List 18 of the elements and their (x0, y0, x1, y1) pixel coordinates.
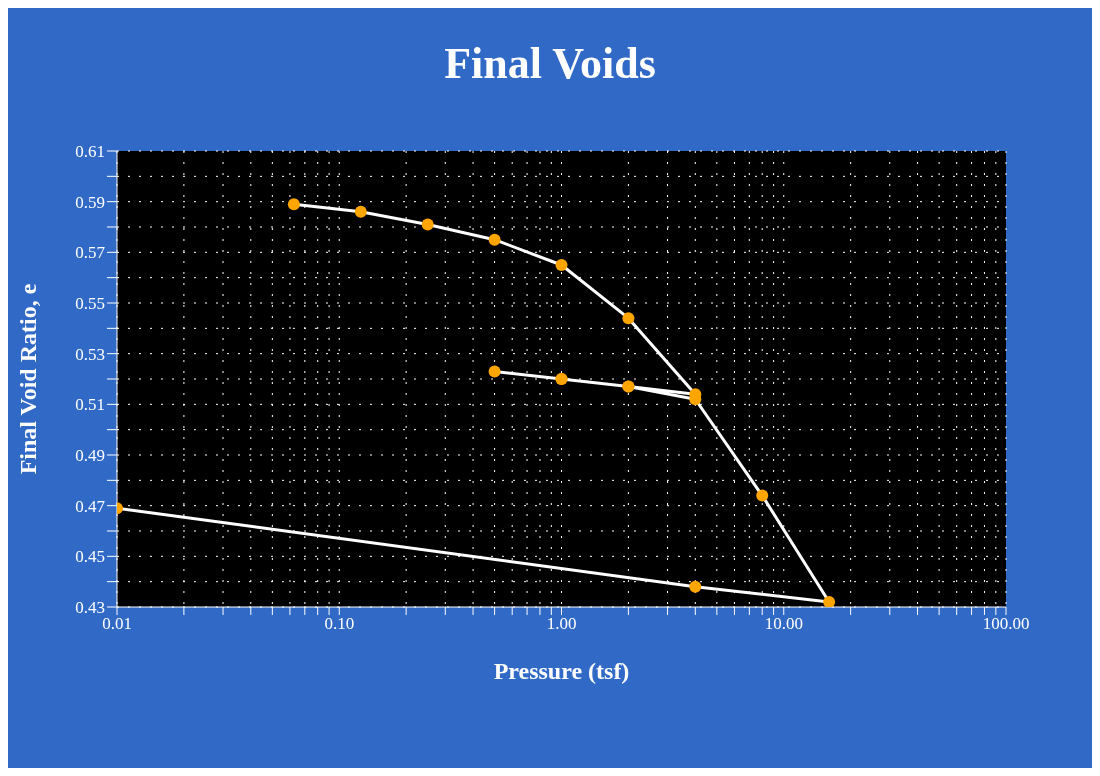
y-tick-label: 0.47 (75, 496, 106, 516)
y-axis-title: Final Void Ratio, e (14, 283, 41, 475)
y-tick-label: 0.61 (75, 142, 105, 162)
y-tick-label: 0.45 (75, 547, 105, 567)
x-tick-label: 100.00 (982, 614, 1030, 634)
y-tick-label: 0.55 (75, 294, 105, 314)
x-tick-label: 1.00 (546, 614, 577, 634)
x-tick-label: 0.10 (324, 614, 355, 634)
y-tick-label: 0.59 (75, 192, 105, 212)
x-tick-label: 10.00 (764, 614, 803, 634)
y-tick-label: 0.51 (75, 395, 105, 415)
x-tick-label: 0.01 (102, 614, 132, 634)
y-tick-label: 0.57 (75, 243, 106, 263)
chart-title: Final Voids (443, 38, 657, 89)
y-tick-label: 0.43 (75, 598, 105, 618)
x-axis-title: Pressure (tsf) (493, 658, 630, 684)
y-tick-label: 0.53 (75, 344, 105, 364)
y-tick-label: 0.49 (75, 446, 105, 466)
